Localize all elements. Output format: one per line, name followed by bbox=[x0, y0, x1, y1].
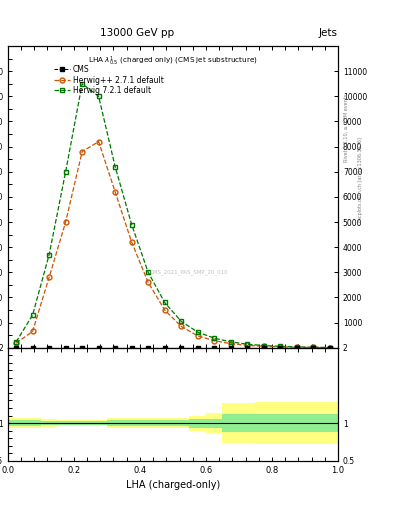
CMS bbox=[63, 345, 68, 351]
Herwig 7.2.1 default bbox=[63, 168, 68, 175]
Herwig 7.2.1 default bbox=[113, 164, 118, 170]
Line: Herwig++ 2.7.1 default: Herwig++ 2.7.1 default bbox=[14, 139, 332, 350]
Text: Jets: Jets bbox=[319, 28, 338, 38]
CMS bbox=[228, 345, 233, 351]
CMS bbox=[311, 345, 316, 351]
Herwig 7.2.1 default bbox=[261, 343, 266, 349]
Line: CMS: CMS bbox=[15, 346, 331, 349]
Herwig++ 2.7.1 default bbox=[113, 189, 118, 195]
Herwig 7.2.1 default bbox=[228, 339, 233, 345]
CMS bbox=[245, 345, 250, 351]
CMS bbox=[113, 345, 118, 351]
Herwig 7.2.1 default bbox=[179, 318, 184, 325]
Herwig 7.2.1 default bbox=[129, 222, 134, 228]
CMS bbox=[327, 345, 332, 351]
Herwig 7.2.1 default bbox=[294, 344, 299, 350]
CMS bbox=[80, 345, 84, 351]
CMS bbox=[261, 345, 266, 351]
Herwig 7.2.1 default bbox=[47, 251, 51, 258]
Herwig++ 2.7.1 default bbox=[47, 274, 51, 281]
CMS bbox=[294, 345, 299, 351]
Line: Herwig 7.2.1 default: Herwig 7.2.1 default bbox=[14, 81, 332, 350]
Herwig++ 2.7.1 default bbox=[261, 343, 266, 349]
CMS bbox=[162, 345, 167, 351]
Herwig 7.2.1 default bbox=[327, 345, 332, 351]
Herwig 7.2.1 default bbox=[311, 344, 316, 350]
Legend: CMS, Herwig++ 2.7.1 default, Herwig 7.2.1 default: CMS, Herwig++ 2.7.1 default, Herwig 7.2.… bbox=[51, 62, 167, 98]
Herwig++ 2.7.1 default bbox=[278, 344, 283, 350]
Herwig++ 2.7.1 default bbox=[195, 333, 200, 339]
CMS bbox=[179, 345, 184, 351]
Herwig 7.2.1 default bbox=[80, 81, 84, 87]
Herwig++ 2.7.1 default bbox=[14, 340, 18, 346]
Text: 13000 GeV pp: 13000 GeV pp bbox=[101, 28, 174, 38]
Text: LHA $\lambda^{1}_{0.5}$ (charged only) (CMS jet substructure): LHA $\lambda^{1}_{0.5}$ (charged only) (… bbox=[88, 55, 258, 69]
Herwig++ 2.7.1 default bbox=[63, 219, 68, 225]
Herwig++ 2.7.1 default bbox=[96, 139, 101, 145]
Herwig++ 2.7.1 default bbox=[228, 340, 233, 347]
CMS bbox=[30, 345, 35, 351]
Herwig 7.2.1 default bbox=[245, 341, 250, 347]
CMS bbox=[212, 345, 217, 351]
Herwig++ 2.7.1 default bbox=[212, 337, 217, 344]
Herwig 7.2.1 default bbox=[30, 312, 35, 318]
CMS bbox=[14, 345, 18, 351]
Herwig 7.2.1 default bbox=[212, 335, 217, 341]
Herwig++ 2.7.1 default bbox=[179, 323, 184, 329]
Herwig++ 2.7.1 default bbox=[327, 345, 332, 351]
Herwig++ 2.7.1 default bbox=[129, 239, 134, 245]
Herwig 7.2.1 default bbox=[14, 339, 18, 345]
Text: mcplots.cern.ch [arXiv:1306.3436]: mcplots.cern.ch [arXiv:1306.3436] bbox=[358, 137, 363, 222]
Herwig++ 2.7.1 default bbox=[245, 343, 250, 349]
CMS bbox=[96, 345, 101, 351]
CMS bbox=[195, 345, 200, 351]
Herwig 7.2.1 default bbox=[195, 329, 200, 335]
Text: Rivet 3.1.10, ≥ 3.2M events: Rivet 3.1.10, ≥ 3.2M events bbox=[344, 94, 349, 162]
CMS bbox=[146, 345, 151, 351]
CMS bbox=[47, 345, 51, 351]
Text: CMS_2021_PAS_SMP_20_010: CMS_2021_PAS_SMP_20_010 bbox=[150, 269, 229, 275]
Herwig++ 2.7.1 default bbox=[294, 344, 299, 350]
Herwig++ 2.7.1 default bbox=[146, 279, 151, 285]
Herwig++ 2.7.1 default bbox=[311, 345, 316, 351]
Herwig++ 2.7.1 default bbox=[162, 307, 167, 313]
CMS bbox=[129, 345, 134, 351]
Herwig++ 2.7.1 default bbox=[80, 148, 84, 155]
CMS bbox=[278, 345, 283, 351]
X-axis label: LHA (charged-only): LHA (charged-only) bbox=[126, 480, 220, 490]
Herwig 7.2.1 default bbox=[278, 343, 283, 349]
Herwig 7.2.1 default bbox=[146, 269, 151, 275]
Herwig++ 2.7.1 default bbox=[30, 328, 35, 334]
Herwig 7.2.1 default bbox=[96, 93, 101, 99]
Herwig 7.2.1 default bbox=[162, 300, 167, 306]
